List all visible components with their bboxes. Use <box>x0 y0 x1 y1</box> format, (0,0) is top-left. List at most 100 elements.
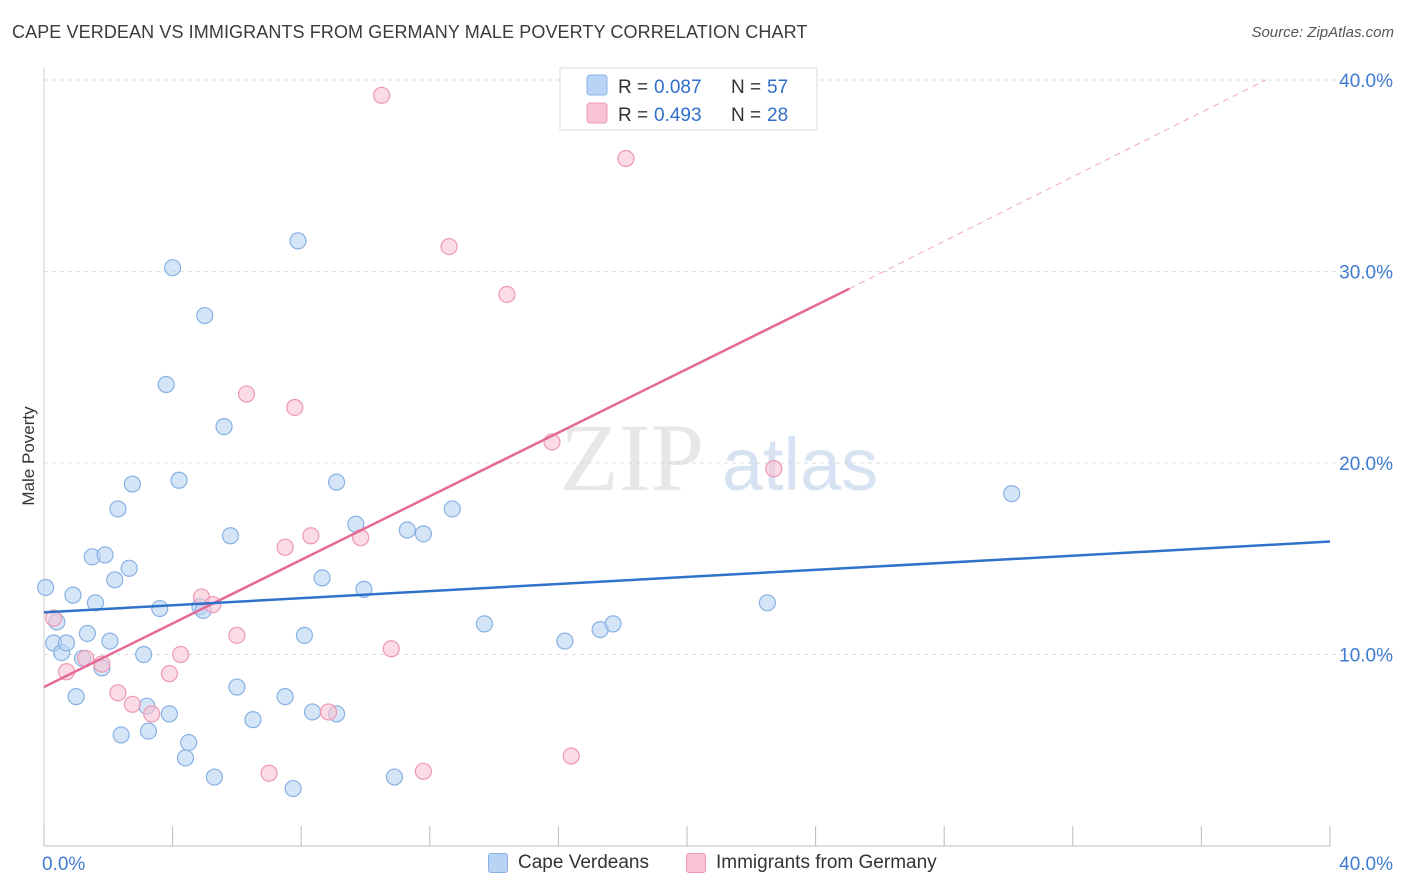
axes <box>43 68 1331 847</box>
data-point <box>475 615 494 633</box>
data-point <box>101 632 119 650</box>
data-point <box>123 475 142 493</box>
data-point <box>109 500 127 518</box>
data-point <box>604 615 622 633</box>
data-point <box>160 665 178 683</box>
data-point <box>106 571 124 589</box>
data-point <box>617 149 635 168</box>
data-point <box>123 695 142 713</box>
legend-r-label-2: R = <box>618 105 648 126</box>
data-point <box>176 749 195 767</box>
data-point <box>67 688 85 706</box>
data-point <box>295 626 314 644</box>
data-point <box>180 733 198 752</box>
data-point <box>237 385 256 403</box>
data-point <box>276 538 294 556</box>
data-point <box>172 645 190 664</box>
data-point <box>109 684 127 702</box>
y-tick-label: 40.0% <box>1339 71 1393 92</box>
data-point <box>414 525 432 543</box>
data-point <box>319 703 338 721</box>
source-label: Source: ZipAtlas.com <box>1251 24 1394 41</box>
legend-swatch-pink <box>586 102 608 124</box>
legend-r-value-2: 0.493 <box>654 105 702 126</box>
tick-labels: 10.0% 20.0% 30.0% 40.0% 0.0% 40.0% <box>42 71 1393 875</box>
y-axis-label: Male Poverty <box>19 406 38 506</box>
bottom-legend-swatch-pink <box>686 853 706 873</box>
trend-line-cape-verdeans <box>43 540 1331 614</box>
y-tick-label: 20.0% <box>1339 454 1393 475</box>
x-tick-label: 40.0% <box>1339 854 1393 875</box>
x-tick-label: 0.0% <box>42 854 85 875</box>
data-point <box>215 418 233 436</box>
data-point <box>440 238 458 256</box>
data-point <box>164 259 182 277</box>
data-point <box>1003 485 1021 503</box>
bottom-legend-item-germany: Immigrants from Germany <box>686 852 937 874</box>
data-point <box>120 559 138 577</box>
data-point <box>205 768 223 786</box>
data-point <box>228 678 246 696</box>
data-point <box>143 705 161 723</box>
legend-n-label-1: N = <box>731 77 761 98</box>
bottom-legend-label-cape-verdeans: Cape Verdeans <box>518 852 649 873</box>
bottom-legend: Cape Verdeans Immigrants from Germany <box>0 852 1406 878</box>
data-point <box>244 711 262 729</box>
data-point <box>160 705 178 723</box>
watermark: ZIP atlas <box>560 404 878 511</box>
data-point <box>556 632 574 650</box>
data-point <box>157 375 175 394</box>
trend-lines <box>43 79 1331 689</box>
data-point <box>284 779 302 798</box>
data-point <box>37 578 55 597</box>
data-point <box>313 569 331 587</box>
data-point <box>398 521 416 539</box>
data-point <box>151 599 169 618</box>
stats-legend: R = 0.087 N = 57 R = 0.493 N = 28 <box>559 67 818 131</box>
bottom-legend-item-cape-verdeans: Cape Verdeans <box>488 852 649 874</box>
data-point <box>276 688 294 706</box>
data-point <box>765 460 783 478</box>
data-point <box>498 285 516 304</box>
data-point <box>289 232 307 250</box>
data-point <box>64 586 82 604</box>
data-point <box>57 634 76 652</box>
data-point <box>327 473 346 491</box>
legend-n-label-2: N = <box>731 105 761 126</box>
series-cape-verdeans-points <box>37 232 1021 798</box>
data-point <box>303 703 322 721</box>
y-tick-label: 30.0% <box>1339 263 1393 284</box>
chart-title: CAPE VERDEAN VS IMMIGRANTS FROM GERMANY … <box>12 22 808 42</box>
data-point <box>414 762 432 780</box>
data-point <box>443 500 461 518</box>
bottom-legend-label-germany: Immigrants from Germany <box>716 852 937 873</box>
data-point <box>562 747 580 765</box>
data-point <box>112 726 130 744</box>
data-point <box>286 398 304 417</box>
data-point <box>45 609 63 627</box>
data-point <box>196 306 214 325</box>
data-point <box>228 626 246 644</box>
grid-lines <box>44 79 1392 655</box>
legend-n-value-1: 57 <box>767 77 788 98</box>
y-tick-label: 10.0% <box>1339 646 1393 667</box>
data-point <box>135 645 153 664</box>
legend-r-label-1: R = <box>618 77 648 98</box>
data-point <box>758 594 776 612</box>
data-point <box>260 764 278 782</box>
watermark-atlas: atlas <box>722 423 878 506</box>
watermark-zip: ZIP <box>560 404 704 511</box>
data-point <box>385 768 404 786</box>
legend-n-value-2: 28 <box>767 105 788 126</box>
data-point <box>170 471 188 489</box>
data-point <box>302 527 320 545</box>
data-point <box>372 86 391 104</box>
data-point <box>382 640 400 658</box>
data-point <box>221 527 240 545</box>
legend-swatch-blue <box>586 74 608 96</box>
legend-r-value-1: 0.087 <box>654 77 702 98</box>
data-point <box>78 624 97 643</box>
bottom-legend-swatch-blue <box>488 853 508 873</box>
trend-line-germany <box>43 287 850 689</box>
